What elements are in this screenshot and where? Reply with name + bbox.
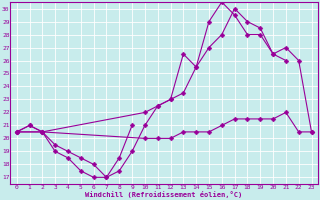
X-axis label: Windchill (Refroidissement éolien,°C): Windchill (Refroidissement éolien,°C)	[85, 191, 243, 198]
